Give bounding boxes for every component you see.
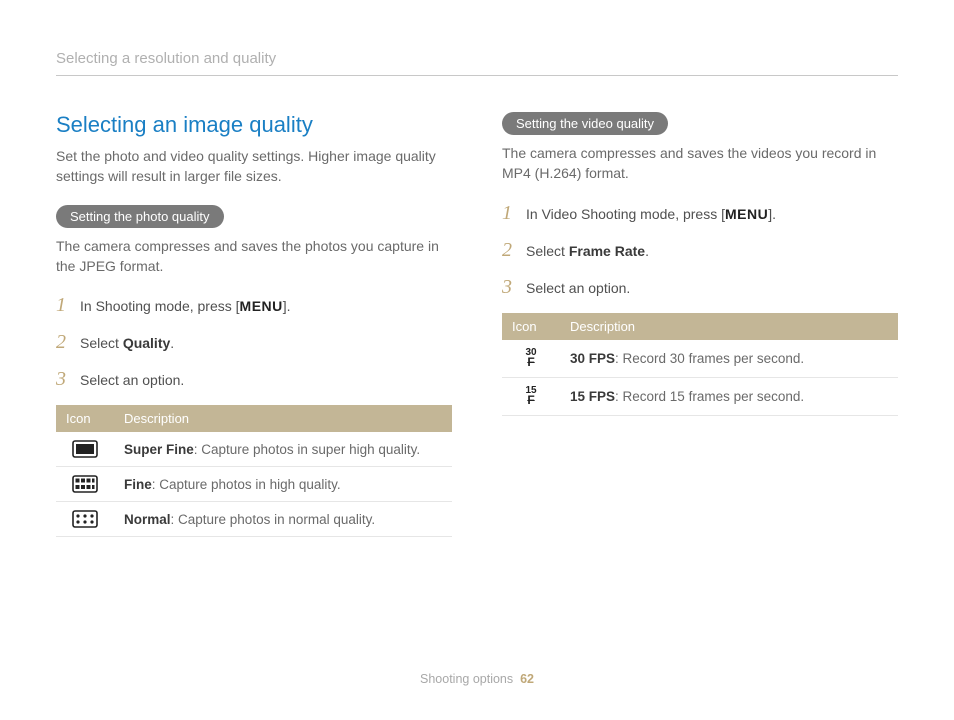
- icon-30fps: 30F: [502, 340, 560, 378]
- step-after: .: [645, 243, 649, 259]
- step-text: Select Frame Rate.: [526, 243, 649, 259]
- desc-bold: 15 FPS: [570, 389, 615, 404]
- video-fps-table: Icon Description 30F 30 FPS: Record 30 f…: [502, 313, 898, 416]
- step-number: 3: [56, 368, 80, 391]
- table-header-icon: Icon: [502, 313, 560, 340]
- breadcrumb: Selecting a resolution and quality: [56, 50, 898, 76]
- pill-photo-quality: Setting the photo quality: [56, 205, 224, 228]
- step-item: 2 Select Frame Rate.: [502, 239, 898, 262]
- photo-quality-table: Icon Description Super Fine: Capture pho…: [56, 405, 452, 537]
- table-row: Fine: Capture photos in high quality.: [56, 467, 452, 502]
- table-desc: Normal: Capture photos in normal quality…: [114, 502, 452, 537]
- icon-normal: [56, 502, 114, 537]
- step-text: In Shooting mode, press [MENU].: [80, 298, 291, 314]
- table-header-icon: Icon: [56, 405, 114, 432]
- icon-fine: [56, 467, 114, 502]
- step-item: 3 Select an option.: [56, 368, 452, 391]
- table-desc: 30 FPS: Record 30 frames per second.: [560, 340, 898, 378]
- step-text: Select Quality.: [80, 335, 174, 351]
- step-number: 1: [56, 294, 80, 317]
- page-footer: Shooting options 62: [0, 672, 954, 686]
- step-number: 2: [56, 331, 80, 354]
- left-column: Selecting an image quality Set the photo…: [56, 112, 452, 537]
- step-text: Select an option.: [526, 280, 630, 296]
- desc-rest: : Capture photos in super high quality.: [194, 442, 420, 457]
- table-desc: Fine: Capture photos in high quality.: [114, 467, 452, 502]
- step-item: 1 In Shooting mode, press [MENU].: [56, 294, 452, 317]
- photo-steps: 1 In Shooting mode, press [MENU]. 2 Sele…: [56, 294, 452, 391]
- table-header-desc: Description: [560, 313, 898, 340]
- step-number: 2: [502, 239, 526, 262]
- icon-15fps: 15F: [502, 377, 560, 415]
- step-suffix: ].: [768, 206, 776, 222]
- step-item: 2 Select Quality.: [56, 331, 452, 354]
- desc-bold: Normal: [124, 512, 171, 527]
- photo-quality-intro: The camera compresses and saves the phot…: [56, 236, 452, 277]
- desc-rest: : Capture photos in normal quality.: [171, 512, 376, 527]
- desc-bold: 30 FPS: [570, 351, 615, 366]
- step-prefix: In Video Shooting mode, press [: [526, 206, 725, 222]
- table-row: 15F 15 FPS: Record 15 frames per second.: [502, 377, 898, 415]
- step-text: In Video Shooting mode, press [MENU].: [526, 206, 776, 222]
- footer-section: Shooting options: [420, 672, 513, 686]
- section-intro: Set the photo and video quality settings…: [56, 146, 452, 187]
- step-prefix: In Shooting mode, press [: [80, 298, 240, 314]
- step-item: 1 In Video Shooting mode, press [MENU].: [502, 202, 898, 225]
- table-desc: Super Fine: Capture photos in super high…: [114, 432, 452, 467]
- section-title: Selecting an image quality: [56, 112, 452, 138]
- content-columns: Selecting an image quality Set the photo…: [56, 112, 898, 537]
- icon-superfine: [56, 432, 114, 467]
- table-header-desc: Description: [114, 405, 452, 432]
- desc-bold: Super Fine: [124, 442, 194, 457]
- menu-icon: MENU: [240, 298, 283, 314]
- fps-bot: F: [525, 395, 536, 406]
- table-row: Super Fine: Capture photos in super high…: [56, 432, 452, 467]
- desc-rest: : Capture photos in high quality.: [152, 477, 341, 492]
- right-column: Setting the video quality The camera com…: [502, 112, 898, 537]
- step-item: 3 Select an option.: [502, 276, 898, 299]
- step-number: 1: [502, 202, 526, 225]
- video-quality-intro: The camera compresses and saves the vide…: [502, 143, 898, 184]
- table-row: Normal: Capture photos in normal quality…: [56, 502, 452, 537]
- table-desc: 15 FPS: Record 15 frames per second.: [560, 377, 898, 415]
- video-steps: 1 In Video Shooting mode, press [MENU]. …: [502, 202, 898, 299]
- step-text: Select an option.: [80, 372, 184, 388]
- menu-icon: MENU: [725, 206, 768, 222]
- table-row: 30F 30 FPS: Record 30 frames per second.: [502, 340, 898, 378]
- step-before: Select: [80, 335, 123, 351]
- desc-bold: Fine: [124, 477, 152, 492]
- desc-rest: : Record 15 frames per second.: [615, 389, 804, 404]
- step-suffix: ].: [283, 298, 291, 314]
- step-bold: Frame Rate: [569, 243, 645, 259]
- step-after: .: [170, 335, 174, 351]
- page-number: 62: [520, 672, 534, 686]
- desc-rest: : Record 30 frames per second.: [615, 351, 804, 366]
- step-before: Select: [526, 243, 569, 259]
- step-number: 3: [502, 276, 526, 299]
- fps-bot: F: [525, 357, 536, 368]
- pill-video-quality: Setting the video quality: [502, 112, 668, 135]
- step-bold: Quality: [123, 335, 170, 351]
